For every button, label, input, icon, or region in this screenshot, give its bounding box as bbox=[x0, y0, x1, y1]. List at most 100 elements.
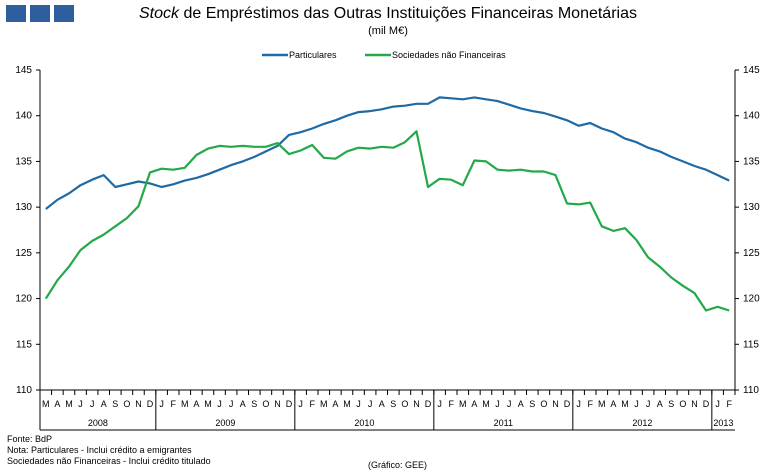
y-tick-label-right: 130 bbox=[743, 202, 760, 213]
x-tick-label: N bbox=[135, 399, 142, 409]
x-tick-label: F bbox=[587, 399, 593, 409]
series-line bbox=[44, 130, 730, 312]
x-tick-label: J bbox=[78, 399, 83, 409]
y-tick-label-right: 120 bbox=[743, 294, 760, 305]
x-tick-label: J bbox=[634, 399, 639, 409]
x-tick-label: J bbox=[495, 399, 500, 409]
x-tick-label: D bbox=[147, 399, 154, 409]
year-label: 2009 bbox=[215, 418, 235, 428]
x-tick-label: O bbox=[540, 399, 547, 409]
y-tick-label-left: 110 bbox=[16, 385, 32, 396]
x-tick-label: A bbox=[518, 399, 524, 409]
x-tick-label: A bbox=[54, 399, 60, 409]
x-tick-label: M bbox=[459, 399, 467, 409]
x-tick-label: J bbox=[368, 399, 373, 409]
note-sociedades: Sociedades não Financeiras - Inclui créd… bbox=[7, 456, 211, 466]
x-tick-label: D bbox=[425, 399, 432, 409]
x-tick-label: N bbox=[274, 399, 281, 409]
y-tick-label-right: 135 bbox=[743, 156, 760, 167]
chart-subtitle: (mil M€) bbox=[368, 25, 408, 37]
x-tick-label: A bbox=[332, 399, 338, 409]
note-particulares: Nota: Particulares - Inclui crédito a em… bbox=[7, 445, 192, 455]
x-tick-label: J bbox=[437, 399, 442, 409]
x-tick-label: O bbox=[401, 399, 408, 409]
x-tick-label: F bbox=[309, 399, 315, 409]
y-tick-label-left: 115 bbox=[16, 339, 32, 350]
x-tick-label: D bbox=[564, 399, 571, 409]
year-label: 2008 bbox=[88, 418, 108, 428]
x-tick-label: A bbox=[610, 399, 616, 409]
y-tick-label-right: 110 bbox=[743, 385, 759, 396]
x-tick-label: J bbox=[576, 399, 581, 409]
year-label: 2012 bbox=[632, 418, 652, 428]
x-tick-label: S bbox=[112, 399, 118, 409]
x-tick-label: F bbox=[448, 399, 454, 409]
x-tick-label: O bbox=[123, 399, 130, 409]
year-label: 2010 bbox=[354, 418, 374, 428]
x-tick-label: M bbox=[343, 399, 351, 409]
chart-notes: Fonte: BdP Nota: Particulares - Inclui c… bbox=[7, 434, 211, 467]
x-tick-label: J bbox=[229, 399, 234, 409]
x-tick-label: J bbox=[356, 399, 361, 409]
x-tick-label: J bbox=[646, 399, 651, 409]
x-tick-label: N bbox=[691, 399, 698, 409]
x-tick-label: S bbox=[529, 399, 535, 409]
x-tick-label: M bbox=[181, 399, 189, 409]
chart-title-rest: de Empréstimos das Outras Instituições F… bbox=[179, 5, 637, 22]
x-tick-label: J bbox=[90, 399, 95, 409]
x-tick-label: N bbox=[413, 399, 420, 409]
x-tick-label: S bbox=[390, 399, 396, 409]
x-tick-label: M bbox=[42, 399, 50, 409]
logo-square bbox=[54, 5, 74, 22]
logo-square bbox=[30, 5, 50, 22]
x-tick-label: M bbox=[482, 399, 490, 409]
y-tick-label-left: 120 bbox=[15, 294, 32, 305]
y-tick-label-right: 145 bbox=[743, 65, 760, 76]
x-tick-label: S bbox=[668, 399, 674, 409]
x-tick-label: M bbox=[320, 399, 328, 409]
y-tick-label-left: 140 bbox=[15, 111, 32, 122]
x-tick-label: J bbox=[298, 399, 303, 409]
x-tick-label: F bbox=[726, 399, 732, 409]
year-label: 2013 bbox=[713, 418, 733, 428]
x-tick-label: A bbox=[240, 399, 246, 409]
x-tick-label: J bbox=[159, 399, 164, 409]
y-tick-label-left: 125 bbox=[15, 248, 32, 259]
x-tick-label: M bbox=[598, 399, 606, 409]
legend-label: Sociedades não Financeiras bbox=[392, 50, 506, 60]
y-tick-label-right: 115 bbox=[743, 339, 759, 350]
chart-title-italic: Stock bbox=[139, 5, 180, 22]
y-tick-label-left: 135 bbox=[15, 156, 32, 167]
x-tick-label: O bbox=[262, 399, 269, 409]
x-tick-label: A bbox=[657, 399, 663, 409]
x-tick-label: O bbox=[679, 399, 686, 409]
x-tick-label: N bbox=[552, 399, 559, 409]
x-tick-label: F bbox=[170, 399, 176, 409]
logo-square bbox=[6, 5, 26, 22]
x-tick-label: A bbox=[471, 399, 477, 409]
legend-label: Particulares bbox=[289, 50, 337, 60]
series-line bbox=[45, 96, 730, 210]
y-tick-label-right: 125 bbox=[743, 248, 760, 259]
x-tick-label: M bbox=[621, 399, 629, 409]
y-tick-label-right: 140 bbox=[743, 111, 760, 122]
x-tick-label: A bbox=[101, 399, 107, 409]
x-tick-label: J bbox=[715, 399, 720, 409]
x-tick-label: A bbox=[193, 399, 199, 409]
x-tick-label: J bbox=[217, 399, 222, 409]
graph-credit: (Gráfico: GEE) bbox=[368, 460, 428, 470]
x-tick-label: D bbox=[703, 399, 710, 409]
x-tick-label: D bbox=[286, 399, 293, 409]
year-label: 2011 bbox=[494, 418, 513, 428]
x-tick-label: S bbox=[251, 399, 257, 409]
x-tick-label: J bbox=[507, 399, 512, 409]
x-tick-label: A bbox=[379, 399, 385, 409]
y-tick-label-left: 130 bbox=[15, 202, 32, 213]
chart-title: Stock de Empréstimos das Outras Institui… bbox=[80, 5, 696, 23]
chart-header: Stock de Empréstimos das Outras Institui… bbox=[80, 5, 696, 37]
y-tick-label-left: 145 bbox=[15, 65, 32, 76]
logo bbox=[6, 5, 74, 22]
x-tick-label: M bbox=[65, 399, 73, 409]
x-tick-label: M bbox=[204, 399, 212, 409]
